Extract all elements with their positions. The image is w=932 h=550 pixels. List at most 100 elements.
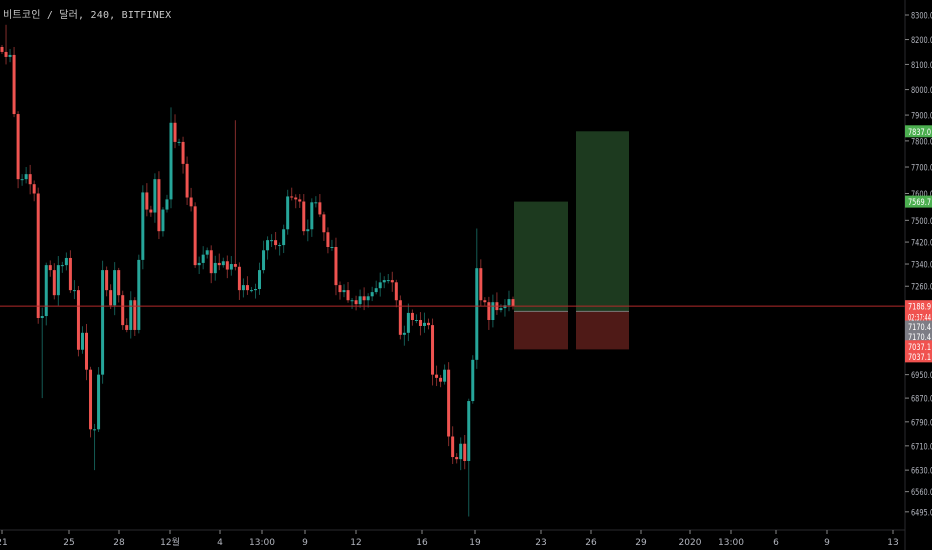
candle-body <box>241 285 245 291</box>
position-loss-zone[interactable] <box>514 311 568 350</box>
candle-body <box>463 443 467 461</box>
candle-body <box>169 122 173 200</box>
candle-body <box>266 240 270 251</box>
candle-body <box>406 312 410 333</box>
candle-body <box>290 196 294 198</box>
candle-body <box>270 240 274 242</box>
candle-body <box>274 240 278 246</box>
candle-body <box>68 257 72 291</box>
candle-body <box>398 300 402 335</box>
position-profit-zone[interactable] <box>576 131 629 312</box>
candle-body <box>455 457 459 460</box>
price-axis-tag-label: 7837.0 <box>908 128 931 138</box>
candle-body <box>177 141 181 143</box>
price-tick-label: 6495.0 <box>911 508 932 518</box>
candle-body <box>64 257 68 266</box>
time-tick-label: 21 <box>0 538 8 548</box>
candle-body <box>40 316 44 319</box>
candle-body <box>201 254 205 263</box>
candle-body <box>507 299 511 306</box>
candle-body <box>165 199 169 210</box>
candle-body <box>121 295 125 326</box>
position-profit-zone[interactable] <box>514 201 568 312</box>
candle-body <box>447 369 451 437</box>
time-tick-label: 9 <box>824 538 830 548</box>
candle-body <box>451 436 455 458</box>
candle-body <box>233 264 237 267</box>
time-tick-label: 12 <box>350 538 361 548</box>
candle-body <box>97 374 101 430</box>
candle-body <box>439 377 443 382</box>
candle-body <box>84 332 88 370</box>
candle-body <box>302 201 306 232</box>
candle-body <box>0 46 4 52</box>
time-tick-label: 12월 <box>160 536 180 548</box>
candle-body <box>410 312 414 320</box>
candle-body <box>262 250 266 271</box>
candle-body <box>141 192 145 260</box>
candle-body <box>322 214 326 233</box>
candle-body <box>370 292 374 297</box>
time-tick-label: 9 <box>302 538 308 548</box>
candle-body <box>249 290 253 292</box>
candle-body <box>435 374 439 378</box>
candle-body <box>278 245 282 247</box>
time-tick-label: 6 <box>773 538 779 548</box>
candle-body <box>109 290 113 306</box>
price-tick-label: 6950.0 <box>911 371 932 381</box>
candle-body <box>479 268 483 301</box>
candle-body <box>76 290 80 350</box>
candle-body <box>209 250 213 274</box>
candle-body <box>443 369 447 382</box>
candle-body <box>44 265 48 317</box>
price-tick-label: 7260.0 <box>911 283 932 293</box>
candle-body <box>48 265 52 271</box>
candle-body <box>511 299 515 307</box>
candle-body <box>197 262 201 266</box>
candle-body <box>125 325 129 330</box>
candle-body <box>229 264 233 270</box>
price-tick-label: 7420.0 <box>911 239 932 249</box>
time-tick-label: 13:00 <box>249 538 275 548</box>
price-axis-tag <box>905 125 932 138</box>
candle-body <box>36 193 40 319</box>
price-axis-tag-label: 7569.7 <box>908 198 931 208</box>
position-loss-zone[interactable] <box>576 311 629 350</box>
candle-body <box>181 141 185 164</box>
candle-body <box>475 268 479 360</box>
candle-body <box>427 322 431 326</box>
candle-body <box>318 202 322 215</box>
candle-body <box>105 270 109 291</box>
candle-body <box>334 246 338 286</box>
candle-body <box>80 332 84 350</box>
candle-body <box>487 302 491 320</box>
candle-body <box>298 199 302 202</box>
time-tick-label: 2020 <box>679 538 702 548</box>
candle-body <box>386 280 390 282</box>
candle-body <box>157 179 161 232</box>
candle-body <box>205 250 209 255</box>
candle-body <box>137 259 141 330</box>
candle-body <box>306 229 310 232</box>
candle-body <box>185 163 189 198</box>
candle-body <box>422 322 426 326</box>
candle-body <box>431 325 435 375</box>
price-tick-label: 6630.0 <box>911 467 932 477</box>
candle-body <box>326 232 330 247</box>
price-axis-tag <box>905 330 932 343</box>
time-tick-label: 23 <box>535 538 546 548</box>
price-tick-label: 6710.0 <box>911 442 932 452</box>
candle-body <box>374 288 378 293</box>
candle-body <box>378 282 382 289</box>
candle-body <box>282 229 286 246</box>
candle-body <box>193 206 197 266</box>
price-tick-label: 6560.0 <box>911 488 932 498</box>
price-tick-label: 6790.0 <box>911 418 932 428</box>
candle-body <box>225 261 229 270</box>
price-tick-label: 7600.0 <box>911 190 932 200</box>
candle-body <box>253 289 257 291</box>
time-tick-label: 26 <box>585 538 597 548</box>
time-tick-label: 19 <box>469 538 481 548</box>
price-tick-label: 6870.0 <box>911 395 932 405</box>
